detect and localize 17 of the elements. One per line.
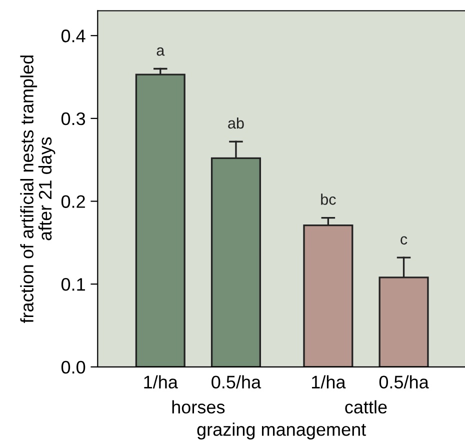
y-tick-label: 0.4 xyxy=(61,30,86,42)
x-tick-label: 0.5/ha xyxy=(379,375,429,389)
data-label: a xyxy=(156,47,165,56)
x-tick-label: 1/ha xyxy=(312,375,346,389)
data-label: c xyxy=(400,236,408,245)
x-tick-label: 1/ha xyxy=(144,375,178,389)
x-tick-label: 0.5/ha xyxy=(212,375,262,389)
y-tick-label: 0.1 xyxy=(61,278,85,291)
y-tick-label: 0.3 xyxy=(61,112,86,126)
data-label: ab xyxy=(228,117,244,129)
text: cattle xyxy=(345,400,387,414)
x-axis-title: grazing management xyxy=(197,422,366,440)
y-tick-label: 0.2 xyxy=(61,195,85,208)
text: horses xyxy=(172,400,225,414)
data-label: bc xyxy=(321,194,336,205)
y-tick-label: 0.0 xyxy=(61,360,86,374)
y-axis-title: fraction of artificial nests trampled after 21 days xyxy=(20,56,56,324)
